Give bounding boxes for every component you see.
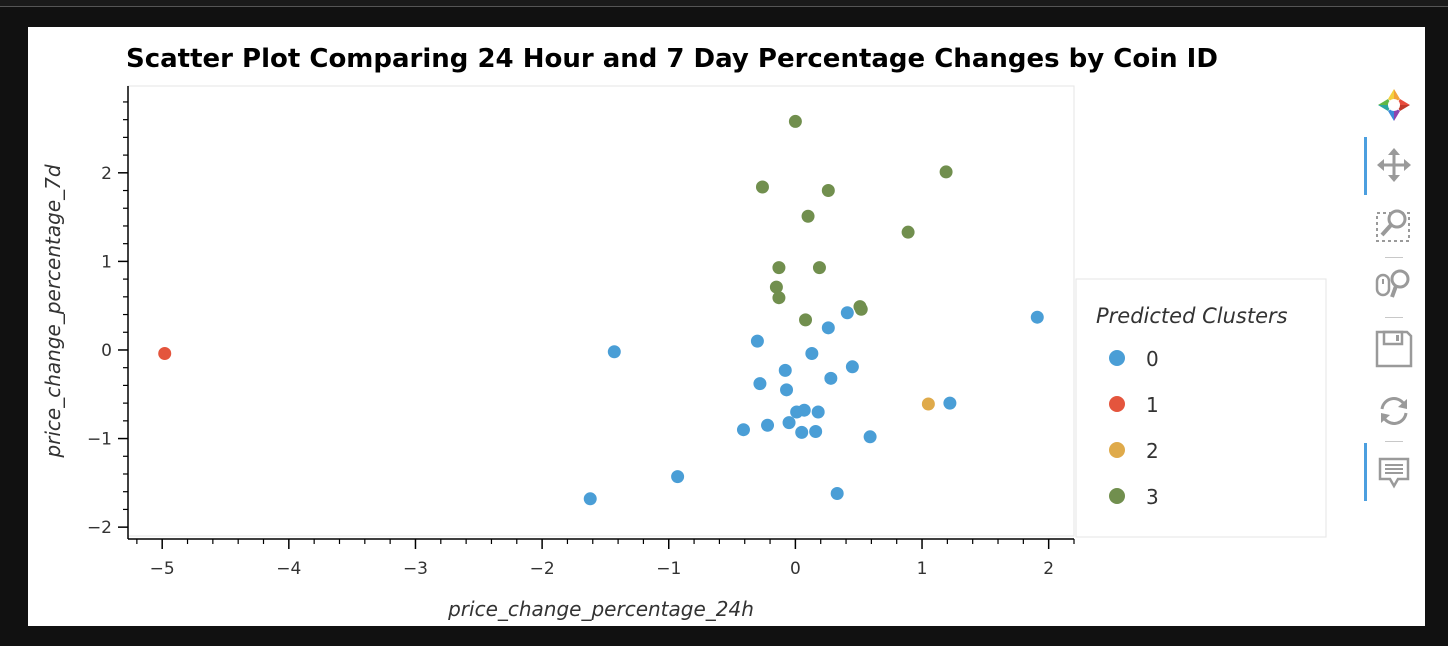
y-tick-label: −1 (87, 430, 112, 450)
data-point-cluster-3[interactable] (939, 165, 953, 179)
wheel-zoom-icon[interactable] (1374, 265, 1414, 305)
data-point-cluster-0[interactable] (780, 383, 794, 397)
x-tick-label: −5 (150, 559, 175, 579)
x-tick-label: 1 (917, 559, 928, 579)
data-point-cluster-3[interactable] (769, 280, 783, 294)
data-point-cluster-0[interactable] (845, 360, 859, 374)
hover-active-indicator (1364, 443, 1367, 501)
x-axis-label: price_change_percentage_24h (447, 597, 754, 621)
data-point-cluster-3[interactable] (788, 114, 802, 128)
data-point-cluster-0[interactable] (797, 403, 811, 417)
data-point-cluster-0[interactable] (750, 334, 764, 348)
data-point-cluster-0[interactable] (805, 347, 819, 361)
data-point-cluster-0[interactable] (583, 492, 597, 506)
data-point-cluster-0[interactable] (778, 363, 792, 377)
save-icon[interactable] (1374, 329, 1414, 369)
data-point-cluster-3[interactable] (821, 184, 835, 198)
chart-title: Scatter Plot Comparing 24 Hour and 7 Day… (126, 44, 1218, 74)
data-point-cluster-0[interactable] (821, 321, 835, 335)
bokeh-logo-icon[interactable] (1374, 85, 1414, 125)
plot-area[interactable] (127, 85, 1075, 537)
box-zoom-icon[interactable] (1374, 205, 1414, 245)
data-point-cluster-0[interactable] (753, 377, 767, 391)
reset-icon[interactable] (1374, 391, 1414, 431)
data-point-cluster-0[interactable] (811, 405, 825, 419)
legend: Predicted Clusters 0 1 2 3 (1075, 278, 1327, 538)
window-top-edge (0, 0, 1448, 7)
data-point-cluster-0[interactable] (809, 424, 823, 438)
plot-panel: Scatter Plot Comparing 24 Hour and 7 Day… (28, 27, 1425, 626)
legend-marker-3 (1109, 488, 1125, 504)
x-tick-label: −2 (530, 559, 555, 579)
y-tick-label: 2 (101, 164, 112, 184)
data-point-cluster-0[interactable] (830, 486, 844, 500)
hover-icon[interactable] (1374, 453, 1414, 493)
data-point-cluster-3[interactable] (901, 225, 915, 239)
legend-title: Predicted Clusters (1096, 304, 1288, 328)
legend-label-3: 3 (1146, 485, 1159, 509)
legend-label-1: 1 (1146, 393, 1159, 417)
data-point-cluster-2[interactable] (921, 397, 935, 411)
y-tick-label: −2 (87, 518, 112, 538)
data-point-cluster-3[interactable] (812, 261, 826, 275)
data-point-cluster-0[interactable] (943, 396, 957, 410)
x-tick-label: −3 (403, 559, 428, 579)
legend-marker-0 (1109, 350, 1125, 366)
scatter-chart[interactable]: Scatter Plot Comparing 24 Hour and 7 Day… (28, 27, 1368, 626)
data-point-cluster-0[interactable] (671, 470, 685, 484)
x-tick-label: 0 (790, 559, 801, 579)
x-tick-label: −1 (656, 559, 681, 579)
pan-icon[interactable] (1374, 145, 1414, 185)
data-point-cluster-0[interactable] (863, 430, 877, 444)
data-point-cluster-3[interactable] (772, 261, 786, 275)
data-point-cluster-0[interactable] (1030, 310, 1044, 324)
y-tick-label: 1 (101, 252, 112, 272)
data-point-cluster-3[interactable] (755, 180, 769, 194)
data-point-cluster-0[interactable] (824, 371, 838, 385)
legend-marker-1 (1109, 396, 1125, 412)
data-point-cluster-1[interactable] (158, 347, 172, 361)
y-tick-label: 0 (101, 341, 112, 361)
data-point-cluster-0[interactable] (761, 418, 775, 432)
data-point-cluster-0[interactable] (840, 306, 854, 320)
data-point-cluster-3[interactable] (854, 302, 868, 316)
pan-active-indicator (1364, 137, 1367, 195)
data-point-cluster-3[interactable] (799, 313, 813, 327)
bokeh-toolbar (1364, 77, 1418, 557)
legend-marker-2 (1109, 442, 1125, 458)
legend-label-2: 2 (1146, 439, 1159, 463)
data-point-cluster-0[interactable] (782, 416, 796, 430)
data-point-cluster-0[interactable] (795, 425, 809, 439)
data-point-cluster-0[interactable] (607, 345, 621, 359)
data-point-cluster-3[interactable] (801, 209, 815, 223)
y-axis-label: price_change_percentage_7d (41, 164, 65, 458)
axes: −5 −4 −3 −2 −1 0 1 2 −2 −1 0 1 2 (87, 86, 1075, 579)
data-points (158, 114, 1044, 506)
data-point-cluster-0[interactable] (736, 423, 750, 437)
data-point-cluster-3[interactable] (772, 291, 786, 305)
x-tick-label: −4 (276, 559, 301, 579)
x-tick-label: 2 (1043, 559, 1054, 579)
legend-label-0: 0 (1146, 347, 1159, 371)
